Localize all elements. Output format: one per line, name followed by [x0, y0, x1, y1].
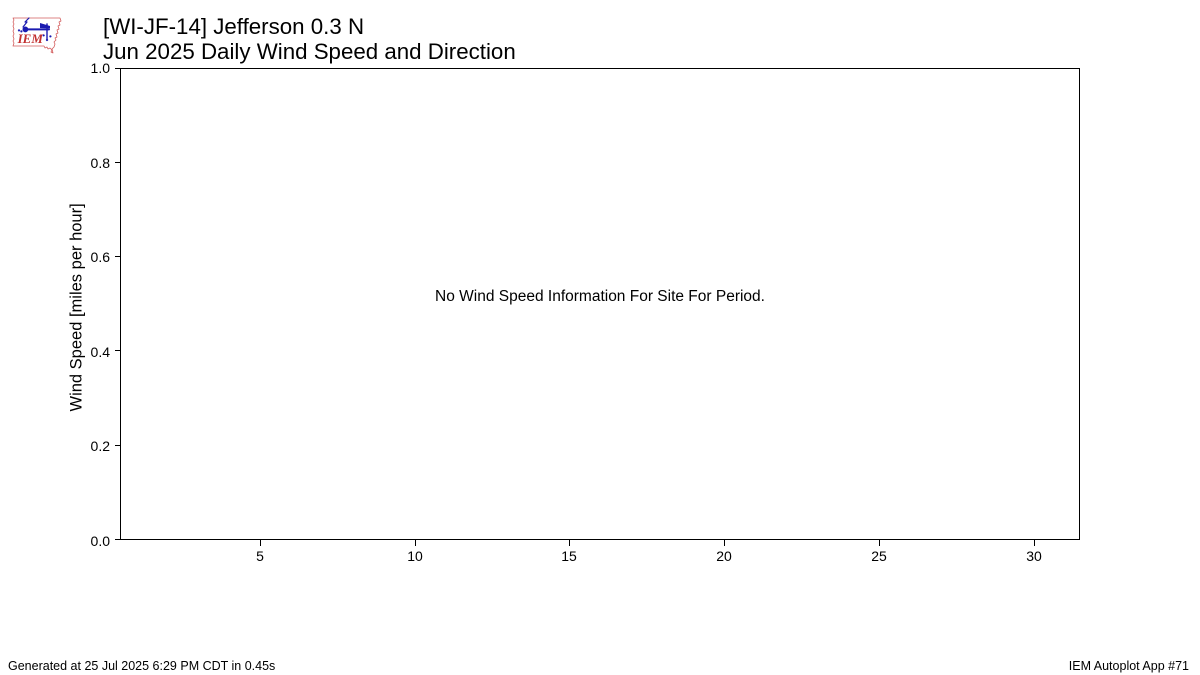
svg-text:IEM: IEM: [17, 31, 44, 46]
